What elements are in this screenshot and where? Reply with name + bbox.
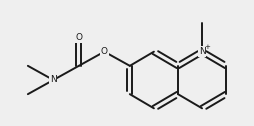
Text: O: O bbox=[75, 33, 82, 42]
Text: O: O bbox=[101, 47, 108, 56]
Text: N: N bbox=[50, 75, 57, 85]
Text: +: + bbox=[204, 44, 210, 50]
Text: N: N bbox=[199, 47, 205, 56]
Text: N: N bbox=[199, 47, 205, 56]
